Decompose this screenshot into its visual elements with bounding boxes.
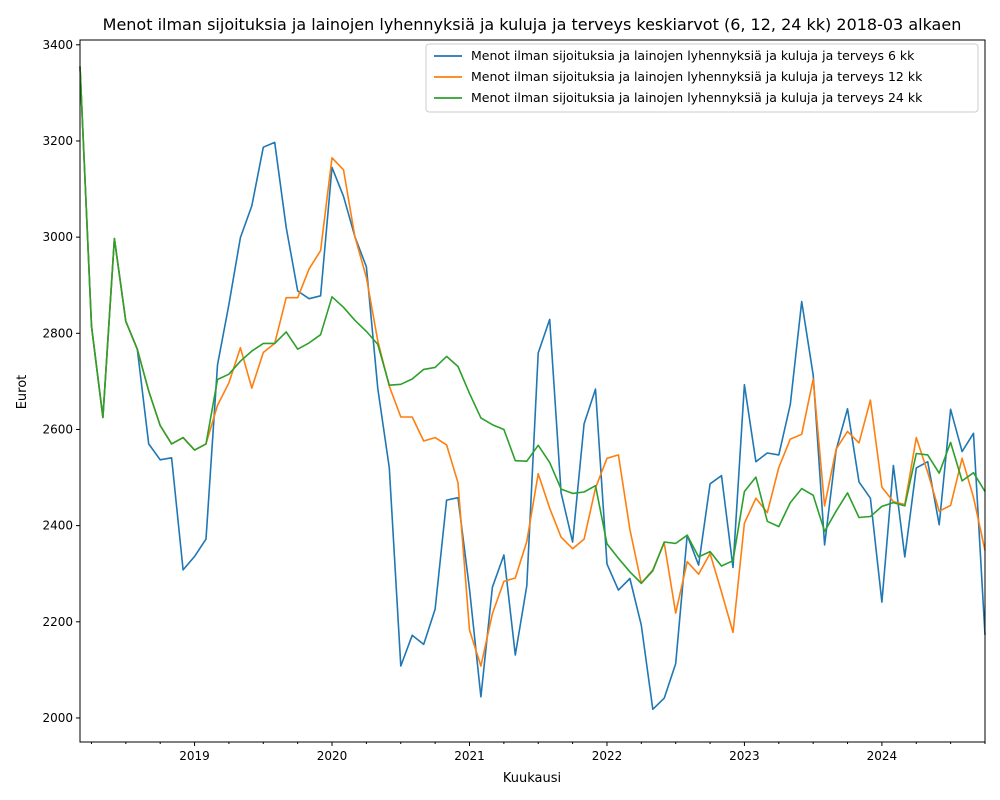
y-tick-label: 2000 [42,711,73,725]
legend-label-3: Menot ilman sijoituksia ja lainojen lyhe… [471,90,923,105]
x-tick-label: 2023 [729,749,760,763]
x-tick-label: 2019 [179,749,210,763]
legend-box [425,43,979,113]
legend-label-2: Menot ilman sijoituksia ja lainojen lyhe… [471,69,923,84]
x-tick-label: 2024 [867,749,898,763]
series-line-3 [79,66,986,585]
series-line-2 [79,66,986,667]
series-lines [79,66,986,711]
y-axis-label: Eurot [15,375,30,410]
series-line-1 [79,66,986,711]
legend: Menot ilman sijoituksia ja lainojen lyhe… [425,43,979,113]
x-tick-label: 2021 [454,749,485,763]
y-tick-label: 2200 [42,615,73,629]
y-tick-label: 2400 [42,519,73,533]
y-tick-label: 3200 [42,134,73,148]
chart-title: Menot ilman sijoituksia ja lainojen lyhe… [103,15,962,34]
x-tick-label: 2020 [317,749,348,763]
axes: 2000 2200 2400 2600 2800 3000 3200 3400 2019 2020… [42,38,986,763]
y-tick-label: 3000 [42,230,73,244]
x-axis-label: Kuukausi [503,771,561,786]
y-tick-label: 2600 [42,422,73,436]
x-tick-label: 2022 [592,749,623,763]
y-tick-label: 2800 [42,326,73,340]
y-tick-label: 3400 [42,38,73,52]
legend-label-1: Menot ilman sijoituksia ja lainojen lyhe… [471,48,915,63]
plot-frame [79,39,986,743]
